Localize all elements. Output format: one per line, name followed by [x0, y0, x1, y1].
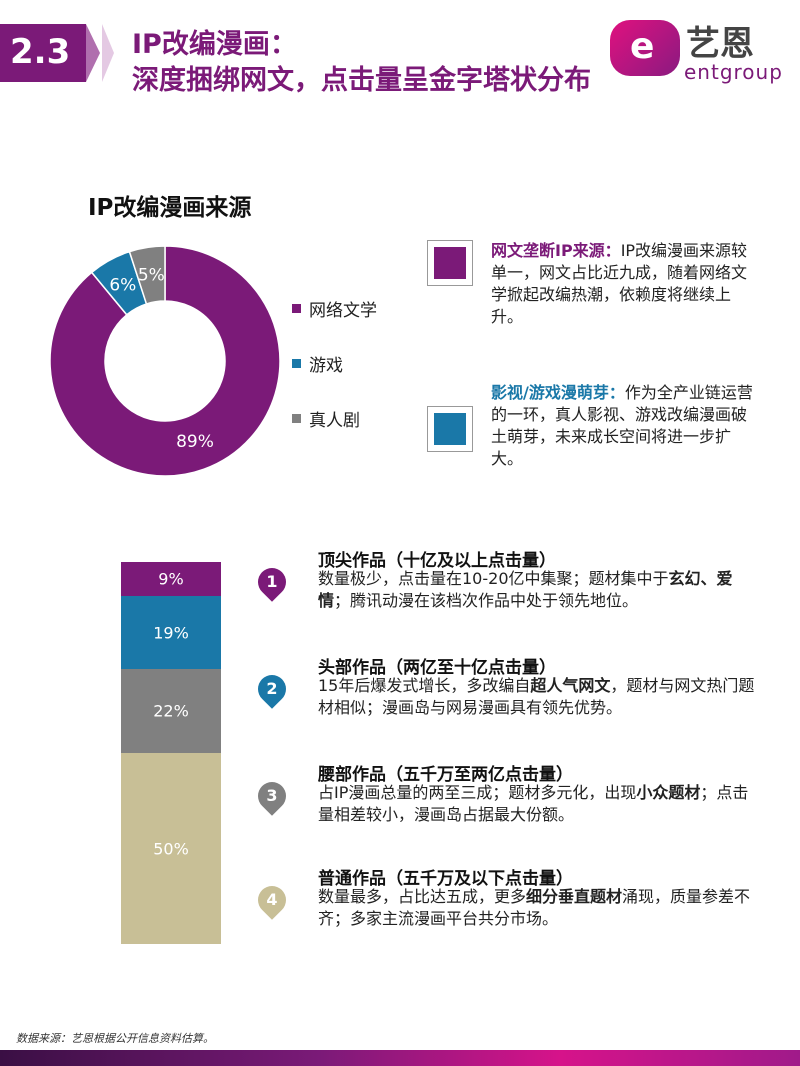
bar-value-label: 22% [153, 701, 189, 721]
tier-text: ；点击量相差较小，漫画岛占据最大份额。 [318, 783, 749, 824]
legend-swatch [292, 304, 301, 313]
legend-label: 游戏 [309, 356, 343, 376]
bar-value-label: 19% [153, 623, 189, 643]
donut-chart: 89% 6% 5% [49, 245, 281, 477]
logo-mark-icon: e [610, 20, 680, 76]
tier-number: 1 [266, 572, 278, 591]
entgroup-logo: e 艺恩 entgroup [610, 14, 790, 86]
tier-number: 3 [266, 786, 278, 805]
tier-description: 数量最多，占比达五成，更多细分垂直题材涌现，质量参差不齐；多家主流漫画平台共分市… [318, 886, 758, 930]
donut-slice-label: 6% [109, 275, 136, 295]
tier-text: ，题材与网文热门题材相似；漫画岛与网易漫画具有领先优势。 [318, 676, 755, 717]
tier-title: 腰部作品（五千万至两亿点击量） [318, 765, 573, 785]
logo-en-text: entgroup [684, 60, 783, 84]
chevron-icon [102, 24, 114, 82]
page-title-line1: IP改编漫画： [132, 29, 297, 60]
stacked-bar-segment-3: 22% [121, 668, 221, 753]
page-title-line2: 深度捆绑网文，点击量呈金字塔状分布 [132, 65, 591, 96]
callout-square-icon [427, 406, 473, 452]
tier-highlight: 小众题材 [636, 783, 701, 802]
bottom-decor-bar [0, 1050, 800, 1066]
tier-description: 占IP漫画总量的两至三成；题材多元化，出现小众题材；点击量相差较小，漫画岛占据最… [318, 782, 758, 826]
tier-highlight: 细分垂直题材 [526, 887, 623, 906]
callout-heading: 网文垄断IP来源： [491, 241, 621, 260]
legend-item: 游戏 [292, 351, 343, 376]
donut-slice-3 [128, 245, 166, 305]
tier-number: 2 [266, 679, 278, 698]
legend-label: 网络文学 [309, 301, 377, 321]
callout-text-1: 网文垄断IP来源：IP改编漫画来源较单一，网文占比近九成，随着网络文学掀起改编热… [491, 240, 761, 328]
tier-title: 普通作品（五千万及以下点击量） [318, 869, 573, 889]
tier-description: 15年后爆发式增长，多改编自超人气网文，题材与网文热门题材相似；漫画岛与网易漫画… [318, 675, 758, 719]
tier-text: 15年后爆发式增长，多改编自 [318, 676, 531, 695]
source-note: 数据来源：艺恩根据公开信息资料估算。 [16, 1032, 214, 1045]
tier-title: 顶尖作品（十亿及以上点击量） [318, 551, 556, 571]
tier-text: ；腾讯动漫在该档次作品中处于领先地位。 [334, 591, 639, 610]
callout-square-icon [427, 240, 473, 286]
bar-value-label: 50% [153, 839, 189, 858]
donut-slice-1 [49, 245, 281, 477]
section-badge: 2.3 [0, 24, 86, 82]
donut-slice-label: 5% [138, 266, 165, 286]
bar-value-label: 9% [158, 569, 184, 589]
tier-text: 涌现，质量参差不齐；多家主流漫画平台共分市场。 [318, 887, 751, 928]
chevron-icon [86, 24, 100, 82]
tier-number: 4 [266, 890, 278, 909]
tier-text: 占IP漫画总量的两至三成；题材多元化，出现 [318, 783, 637, 802]
stacked-bar-segment-2: 19% [121, 596, 221, 669]
tier-description: 数量极少，点击量在10-20亿中集聚；题材集中于玄幻、爱情；腾讯动漫在该档次作品… [318, 568, 758, 612]
tier-highlight: 超人气网文 [530, 676, 611, 695]
stacked-bar-segment-4: 50% [121, 753, 221, 944]
callout-body: IP改编漫画来源较单一，网文占比近九成，随着网络文学掀起改编热潮，依赖度将继续上… [491, 241, 748, 326]
section-number: 2.3 [10, 32, 71, 72]
tier-highlight: 玄幻、爱情 [318, 569, 733, 610]
legend-item: 真人剧 [292, 406, 360, 431]
legend-swatch [292, 414, 301, 423]
callout-body: 作为全产业链运营的一环，真人影视、游戏改编漫画破土萌芽，未来成长空间将进一步扩大… [491, 383, 753, 468]
legend-item: 网络文学 [292, 296, 377, 321]
stacked-bar-segment-1: 9% [121, 562, 221, 597]
logo-cn-text: 艺恩 [686, 24, 754, 64]
callout-heading: 影视/游戏漫萌芽： [491, 383, 625, 402]
callout-text-2: 影视/游戏漫萌芽：作为全产业链运营的一环，真人影视、游戏改编漫画破土萌芽，未来成… [491, 382, 761, 470]
legend-label: 真人剧 [309, 411, 360, 431]
legend-swatch [292, 359, 301, 368]
tier-title: 头部作品（两亿至十亿点击量） [318, 658, 556, 678]
donut-slice-label: 89% [176, 432, 214, 452]
tier-text: 数量极少，点击量在10-20亿中集聚；题材集中于 [318, 569, 669, 588]
tier-text: 数量最多，占比达五成，更多 [318, 887, 527, 906]
donut-chart-title: IP改编漫画来源 [88, 195, 252, 221]
